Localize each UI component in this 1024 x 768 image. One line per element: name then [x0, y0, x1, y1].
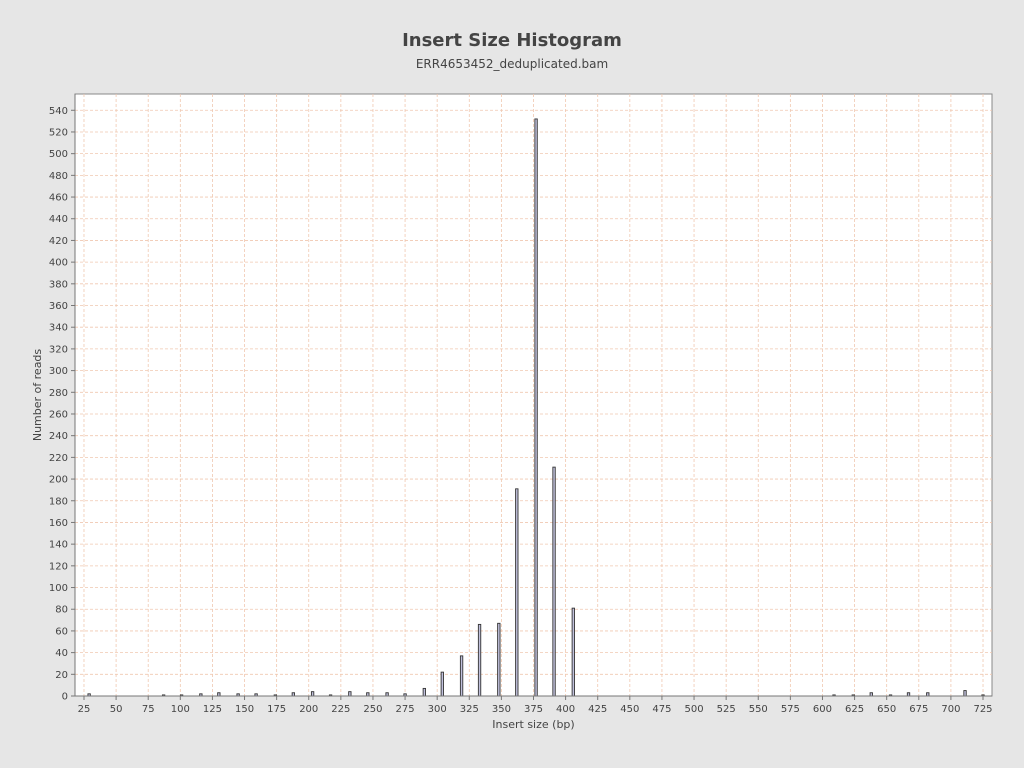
- histogram-bar: [571, 607, 575, 697]
- y-tick-label: 440: [49, 214, 68, 225]
- y-tick-label: 240: [49, 431, 68, 442]
- y-tick-label: 520: [49, 127, 68, 138]
- y-tick-label: 200: [49, 475, 68, 486]
- y-tick-label: 500: [49, 149, 68, 160]
- y-tick-label: 220: [49, 453, 68, 464]
- y-tick-label: 460: [49, 193, 68, 204]
- x-tick-label: 225: [331, 704, 350, 715]
- histogram-bar: [534, 118, 538, 697]
- histogram-bar: [963, 690, 967, 697]
- y-axis-label: Number of reads: [31, 349, 44, 442]
- x-tick-label: 325: [460, 704, 479, 715]
- histogram-bar: [497, 622, 501, 697]
- y-tick-label: 360: [49, 301, 68, 312]
- histogram-bar: [515, 488, 519, 697]
- histogram-bar: [310, 691, 315, 697]
- x-tick-label: 150: [235, 704, 254, 715]
- y-tick-label: 160: [49, 518, 68, 529]
- x-tick-label: 175: [267, 704, 286, 715]
- x-tick-label: 475: [652, 704, 671, 715]
- grid-layer: [75, 94, 992, 697]
- y-tick-label: 40: [55, 648, 68, 659]
- y-tick-label: 540: [49, 106, 68, 117]
- y-tick-label: 0: [62, 692, 68, 703]
- x-tick-label: 650: [877, 704, 896, 715]
- y-tick-label: 280: [49, 388, 68, 399]
- x-tick-label: 525: [717, 704, 736, 715]
- x-tick-label: 25: [78, 704, 91, 715]
- y-tick-label: 300: [49, 366, 68, 377]
- x-tick-label: 500: [684, 704, 703, 715]
- y-tick-label: 480: [49, 171, 68, 182]
- x-tick-label: 250: [363, 704, 382, 715]
- histogram-bar: [422, 687, 426, 697]
- histogram-bar: [459, 655, 464, 697]
- y-tick-label: 180: [49, 496, 68, 507]
- y-tick-label: 340: [49, 323, 68, 334]
- y-tick-label: 400: [49, 258, 68, 269]
- x-tick-label: 300: [428, 704, 447, 715]
- y-tick-label: 120: [49, 561, 68, 572]
- x-tick-label: 675: [909, 704, 928, 715]
- y-tick-label: 260: [49, 409, 68, 420]
- x-tick-label: 50: [110, 704, 123, 715]
- x-tick-label: 350: [492, 704, 511, 715]
- x-axis-label: Insert size (bp): [492, 718, 574, 731]
- x-tick-label: 200: [299, 704, 318, 715]
- x-tick-label: 275: [396, 704, 415, 715]
- y-tick-label: 140: [49, 540, 68, 551]
- x-tick-label: 700: [941, 704, 960, 715]
- chart-title: Insert Size Histogram: [402, 30, 622, 51]
- x-tick-label: 625: [845, 704, 864, 715]
- x-tick-label: 425: [588, 704, 607, 715]
- x-tick-label: 450: [620, 704, 639, 715]
- y-tick-label: 380: [49, 279, 68, 290]
- y-tick-label: 20: [55, 670, 68, 681]
- x-tick-label: 100: [171, 704, 190, 715]
- y-tick-label: 420: [49, 236, 68, 247]
- histogram-bar: [477, 623, 482, 697]
- x-tick-label: 75: [142, 704, 155, 715]
- x-tick-label: 125: [203, 704, 222, 715]
- y-tick-label: 80: [55, 605, 68, 616]
- x-tick-label: 375: [524, 704, 543, 715]
- chart-subtitle: ERR4653452_deduplicated.bam: [415, 57, 609, 71]
- x-tick-label: 725: [973, 704, 992, 715]
- y-tick-label: 320: [49, 344, 68, 355]
- x-tick-label: 400: [556, 704, 575, 715]
- histogram-bar: [440, 671, 444, 697]
- x-tick-label: 550: [749, 704, 768, 715]
- histogram-bar: [552, 466, 556, 697]
- y-tick-label: 60: [55, 626, 68, 637]
- x-tick-label: 575: [781, 704, 800, 715]
- histogram-bar: [348, 691, 352, 697]
- x-tick-label: 600: [813, 704, 832, 715]
- y-tick-label: 100: [49, 583, 68, 594]
- axis-layer: 25 50 75 100 125 150 175 200 225 250 275 300 325 350 3…: [49, 94, 993, 715]
